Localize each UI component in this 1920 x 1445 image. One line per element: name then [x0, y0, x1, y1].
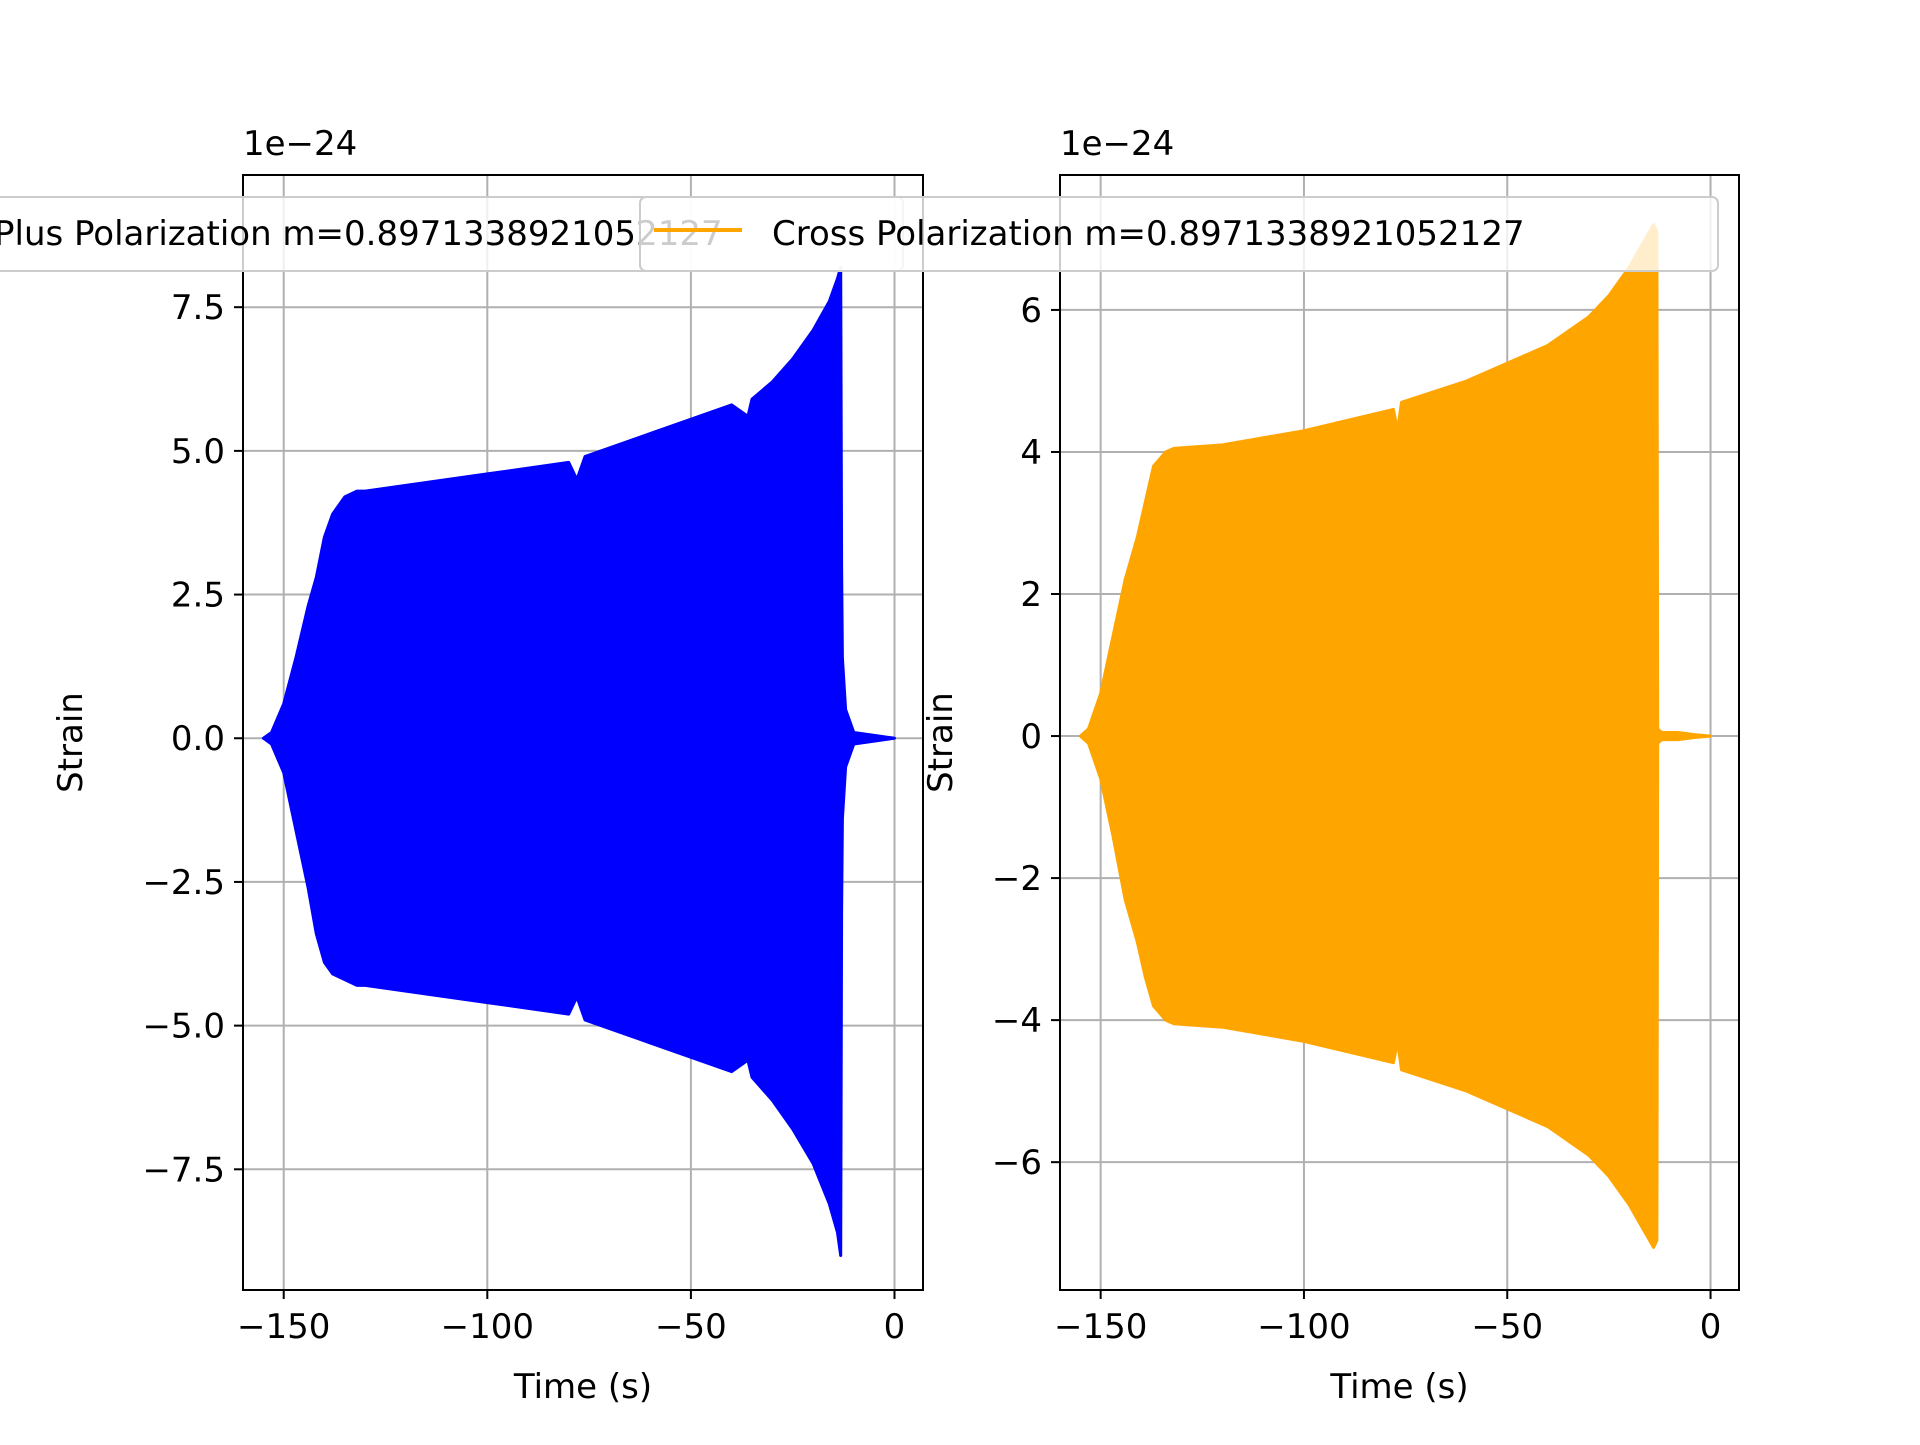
y-tick-label: 5.0 [171, 432, 225, 472]
y-tick-label: 0 [1020, 717, 1042, 757]
x-tick-label: −100 [1257, 1307, 1350, 1347]
axis-offset-text: 1e−24 [1060, 124, 1174, 164]
y-tick-label: 4 [1020, 433, 1042, 473]
y-tick-label: 6 [1020, 291, 1042, 331]
legend-label: Cross Polarization m=0.8971338921052127 [772, 214, 1525, 254]
y-tick-label: −2 [992, 859, 1042, 899]
legend-2: Cross Polarization m=0.8971338921052127 [639, 196, 1719, 272]
x-axis-label: Time (s) [513, 1367, 652, 1407]
y-tick-label: −4 [992, 1001, 1042, 1041]
x-tick-label: −150 [1054, 1307, 1147, 1347]
subplot-1: −150 −100 −50 0 −7.5 −5.0 −2.5 0.0 2.5 5.0 7.5 Time… [51, 124, 924, 1407]
y-tick-label: −5.0 [142, 1007, 225, 1047]
y-tick-label: 7.5 [171, 288, 225, 328]
axes-frame [1059, 174, 1740, 1291]
axes-frame [242, 174, 924, 1291]
axis-offset-text: 1e−24 [243, 124, 357, 164]
x-tick-label: −50 [655, 1307, 727, 1347]
x-tick-label: 0 [884, 1307, 906, 1347]
x-tick-label: 0 [1700, 1307, 1722, 1347]
x-tick-label: −100 [441, 1307, 534, 1347]
y-tick-label: 2 [1020, 575, 1042, 615]
legend-box [639, 196, 1719, 272]
y-tick-label: 0.0 [171, 719, 225, 759]
x-tick-label: −150 [237, 1307, 330, 1347]
x-axis-label: Time (s) [1329, 1367, 1468, 1407]
y-tick-label: −7.5 [142, 1150, 225, 1190]
legend-label: Plus Polarization m=0.8971338921052127 [0, 214, 723, 254]
y-tick-label: −6 [992, 1143, 1042, 1183]
y-axis-label: Strain [921, 692, 961, 793]
y-tick-label: 2.5 [171, 576, 225, 616]
series-waveform [261, 265, 896, 1257]
subplot-2: −150 −100 −50 0 −6 −4 −2 0 2 4 6 Time (s) Strain 1e−2… [921, 124, 1740, 1407]
y-axis-label: Strain [51, 692, 91, 793]
y-tick-label: −2.5 [142, 863, 225, 903]
x-tick-label: −50 [1471, 1307, 1543, 1347]
